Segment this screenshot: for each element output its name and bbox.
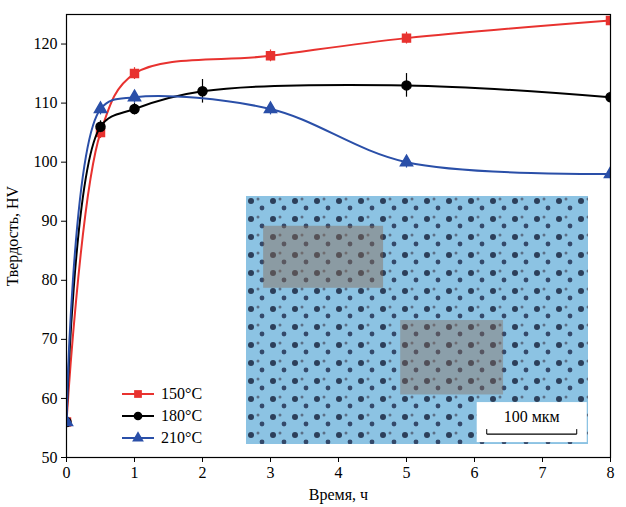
svg-text:Твердость, HV: Твердость, HV <box>4 185 22 286</box>
html-text:180°C: 180°C <box>161 407 203 424</box>
svg-text:60: 60 <box>42 390 58 407</box>
html-text:210°C: 210°C <box>161 429 203 446</box>
svg-text:8: 8 <box>607 464 615 481</box>
svg-text:3: 3 <box>267 464 275 481</box>
svg-text:80: 80 <box>42 271 58 288</box>
svg-text:2: 2 <box>199 464 207 481</box>
svg-text:110: 110 <box>34 94 57 111</box>
svg-text:7: 7 <box>539 464 547 481</box>
svg-text:5: 5 <box>403 464 411 481</box>
svg-text:1: 1 <box>131 464 139 481</box>
svg-text:90: 90 <box>42 212 58 229</box>
svg-text:70: 70 <box>42 330 58 347</box>
svg-text:50: 50 <box>42 449 58 466</box>
svg-text:6: 6 <box>471 464 479 481</box>
svg-text:Время, ч: Время, ч <box>309 486 368 504</box>
svg-text:4: 4 <box>335 464 343 481</box>
svg-text:120: 120 <box>34 35 58 52</box>
svg-text:100: 100 <box>34 153 58 170</box>
svg-text:100 мкм: 100 мкм <box>503 408 559 425</box>
svg-text:0: 0 <box>63 464 71 481</box>
html-text:150°C: 150°C <box>161 385 203 402</box>
